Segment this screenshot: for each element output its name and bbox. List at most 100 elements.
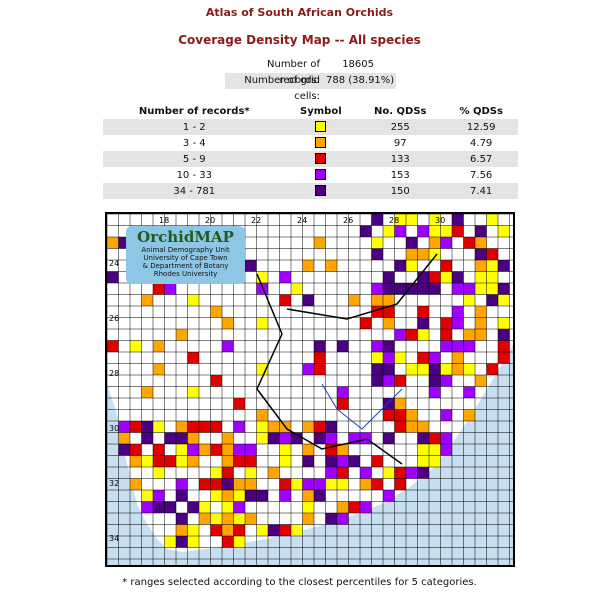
density-cell: [256, 363, 268, 375]
density-cell: [348, 294, 360, 306]
density-cell: [279, 524, 291, 536]
legend-row: 3 - 4 97 4.79: [103, 135, 518, 151]
density-cell: [371, 375, 383, 387]
density-cell: [245, 467, 257, 479]
density-cell: [475, 248, 487, 260]
density-cell: [118, 432, 130, 444]
density-cell: [440, 329, 452, 341]
density-cell: [360, 432, 372, 444]
density-cell: [417, 455, 429, 467]
density-cell: [429, 375, 441, 387]
density-cell: [279, 444, 291, 456]
latitude-label: 32: [109, 479, 119, 488]
density-cell: [394, 225, 406, 237]
density-cell: [153, 340, 165, 352]
header-records: Number of records*: [138, 105, 250, 117]
density-cell: [337, 501, 349, 513]
legend-row: 10 - 33 153 7.56: [103, 167, 518, 183]
density-cell: [440, 260, 452, 272]
density-cell: [463, 294, 475, 306]
longitude-label: 24: [297, 216, 307, 225]
density-cell: [371, 214, 383, 226]
density-cell: [325, 455, 337, 467]
density-cell: [371, 340, 383, 352]
density-cell: [187, 294, 199, 306]
count-cell: 153: [390, 169, 410, 181]
density-cell: [429, 352, 441, 364]
density-cell: [406, 283, 418, 295]
density-cell: [383, 271, 395, 283]
symbol-cell: [285, 151, 357, 167]
density-cell: [463, 237, 475, 249]
density-cell: [141, 386, 153, 398]
records-row: Number of records: 18605: [225, 57, 396, 86]
density-cell: [406, 248, 418, 260]
coverage-map[interactable]: 18 20 22 24 26 28 30 24 26 28 30 32 34: [105, 212, 515, 567]
density-cell: [452, 306, 464, 318]
density-cell: [130, 340, 142, 352]
density-cell: [417, 271, 429, 283]
density-cell: [325, 444, 337, 456]
density-cell: [245, 444, 257, 456]
symbol-swatch: [315, 153, 327, 165]
density-cell: [222, 490, 234, 502]
density-cell: [429, 455, 441, 467]
latitude-label: 34: [109, 534, 119, 543]
symbol-swatch: [315, 121, 327, 133]
density-cell: [463, 283, 475, 295]
density-cell: [233, 513, 245, 525]
logo-line-4: Rhodes University: [153, 270, 218, 278]
density-cell: [210, 490, 222, 502]
density-cell: [187, 501, 199, 513]
density-cell: [417, 444, 429, 456]
border-line: [286, 253, 438, 320]
density-cell: [302, 260, 314, 272]
density-cell: [118, 444, 130, 456]
density-cell: [325, 260, 337, 272]
density-cell: [210, 306, 222, 318]
density-cell: [187, 536, 199, 548]
symbol-cell: [285, 119, 357, 135]
density-cell: [440, 340, 452, 352]
density-cell: [406, 260, 418, 272]
density-cell: [371, 283, 383, 295]
density-cell: [463, 409, 475, 421]
density-cell: [199, 421, 211, 433]
density-cell: [233, 536, 245, 548]
density-cell: [337, 444, 349, 456]
density-cell: [268, 467, 280, 479]
density-cell: [371, 455, 383, 467]
density-cell: [141, 455, 153, 467]
density-cell: [383, 432, 395, 444]
density-cell: [498, 329, 510, 341]
density-cell: [141, 294, 153, 306]
symbol-swatch: [315, 169, 327, 181]
density-cell: [233, 478, 245, 490]
density-cell: [383, 363, 395, 375]
density-cell: [153, 490, 165, 502]
density-cell: [325, 513, 337, 525]
density-cell: [337, 467, 349, 479]
density-cell: [440, 409, 452, 421]
density-cell: [417, 329, 429, 341]
density-cell: [233, 421, 245, 433]
latitude-label: 24: [109, 259, 119, 268]
density-cell: [118, 237, 130, 249]
logo-line-2: University of Cape Town: [143, 254, 228, 262]
density-cell: [164, 536, 176, 548]
density-cell: [256, 490, 268, 502]
density-cell: [348, 455, 360, 467]
records-label: Number of records:: [267, 59, 320, 86]
density-cell: [371, 363, 383, 375]
density-cell: [417, 352, 429, 364]
density-cell: [486, 294, 498, 306]
longitude-label: 22: [251, 216, 261, 225]
density-cell: [176, 329, 188, 341]
density-cell: [176, 444, 188, 456]
cells-value: 788 (38.91%): [326, 75, 395, 86]
river-line: [321, 383, 403, 430]
legend-table: Number of records* Symbol No. QDSs % QDS…: [103, 103, 518, 199]
density-cell: [429, 363, 441, 375]
density-cell: [176, 536, 188, 548]
density-cell: [337, 455, 349, 467]
